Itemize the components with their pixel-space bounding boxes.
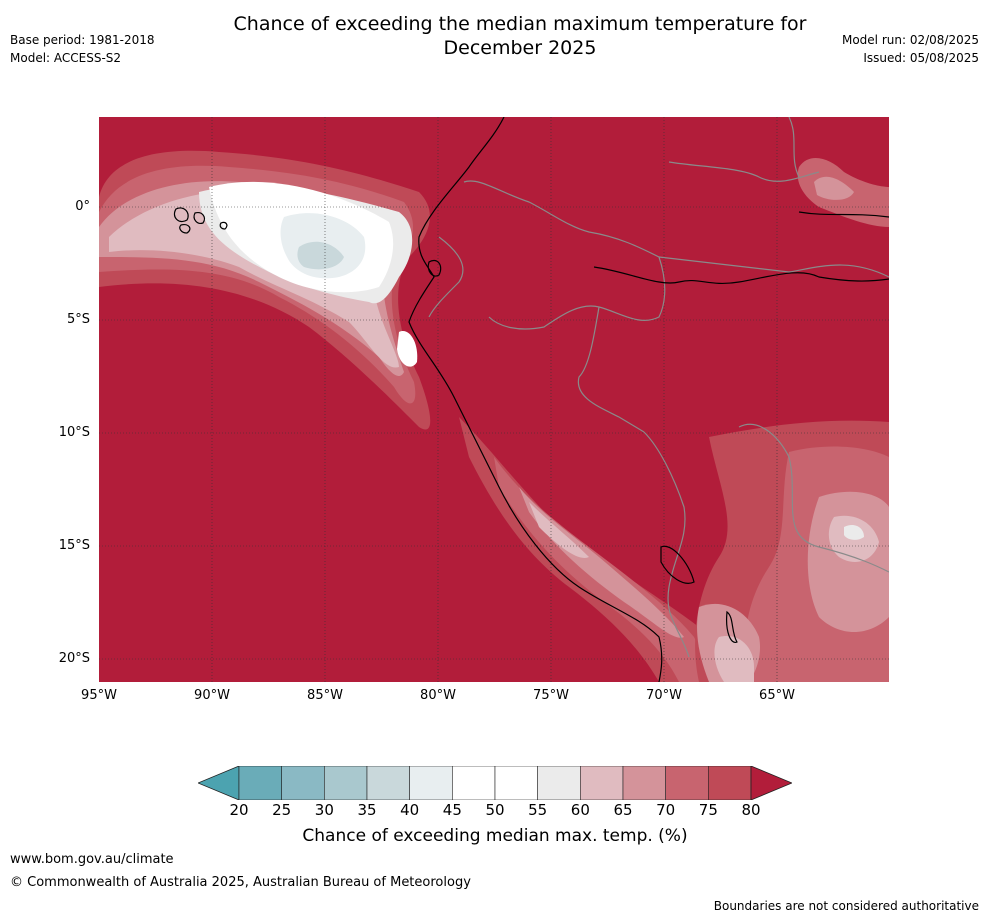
colorbar-segment	[452, 765, 496, 801]
colorbar-segment	[665, 765, 709, 801]
footer-url: www.bom.gov.au/climate	[10, 852, 174, 867]
contour-cold-tongue	[99, 150, 431, 430]
title-line-1: Chance of exceeding the median maximum t…	[233, 13, 807, 35]
colorbar-segment	[281, 765, 325, 801]
lat-tick-10s: 10°S	[58, 425, 90, 440]
lon-tick-75w: 75°W	[533, 688, 569, 703]
colorbar-tick: 30	[314, 801, 334, 819]
colorbar-tick: 65	[613, 801, 633, 819]
colorbar-low-extend	[196, 765, 240, 801]
colorbar-tick: 40	[400, 801, 420, 819]
footer-note: Boundaries are not considered authoritat…	[713, 899, 979, 913]
colorbar-tick: 80	[741, 801, 761, 819]
colorbar-segment	[708, 765, 752, 801]
colorbar-tick: 35	[357, 801, 377, 819]
model-name: Model: ACCESS-S2	[10, 51, 122, 65]
lon-tick-70w: 70°W	[646, 688, 682, 703]
colorbar-tick: 25	[272, 801, 292, 819]
title-line-2: December 2025	[443, 37, 597, 59]
lon-tick-85w: 85°W	[307, 688, 343, 703]
colorbar-segment	[580, 765, 624, 801]
lat-tick-5s: 5°S	[66, 312, 90, 327]
colorbar-segment	[366, 765, 410, 801]
map-svg	[99, 117, 889, 682]
colorbar-segment	[494, 765, 538, 801]
lon-tick-95w: 95°W	[81, 688, 117, 703]
lat-tick-15s: 15°S	[58, 538, 90, 553]
meta-right: Model run: 02/08/2025 Issued: 05/08/2025	[842, 31, 979, 67]
base-period: Base period: 1981-2018	[10, 33, 155, 47]
coastlines	[173, 117, 889, 682]
colorbar-tick: 50	[485, 801, 505, 819]
colorbar-tick: 20	[229, 801, 249, 819]
colorbar-segment	[622, 765, 666, 801]
meta-left: Base period: 1981-2018 Model: ACCESS-S2	[10, 31, 155, 67]
colorbar-svg	[196, 765, 794, 801]
issued-date: Issued: 05/08/2025	[863, 51, 979, 65]
colorbar	[196, 765, 794, 801]
contour-bolivia	[695, 420, 889, 682]
lon-tick-65w: 65°W	[759, 688, 795, 703]
colorbar-segment	[238, 765, 282, 801]
graticule	[99, 117, 889, 682]
lat-tick-20s: 20°S	[58, 651, 90, 666]
contour-coastal-band	[459, 417, 739, 682]
model-run: Model run: 02/08/2025	[841, 33, 979, 47]
colorbar-label: Chance of exceeding median max. temp. (%…	[302, 826, 688, 846]
colorbar-segment	[537, 765, 581, 801]
footer-copyright: © Commonwealth of Australia 2025, Austra…	[10, 875, 471, 890]
contour-amazon	[797, 157, 889, 227]
colorbar-tick: 45	[442, 801, 462, 819]
map-panel	[99, 117, 889, 682]
colorbar-tick: 60	[570, 801, 590, 819]
chart-title: Chance of exceeding the median maximum t…	[150, 12, 890, 60]
colorbar-segment	[324, 765, 368, 801]
colorbar-segment	[409, 765, 453, 801]
lat-tick-0: 0°	[75, 199, 90, 214]
lon-tick-90w: 90°W	[194, 688, 230, 703]
lon-tick-80w: 80°W	[420, 688, 456, 703]
country-borders	[428, 117, 889, 658]
colorbar-tick: 70	[656, 801, 676, 819]
colorbar-tick: 75	[698, 801, 718, 819]
colorbar-high-extend	[750, 765, 794, 801]
colorbar-tick: 55	[528, 801, 548, 819]
